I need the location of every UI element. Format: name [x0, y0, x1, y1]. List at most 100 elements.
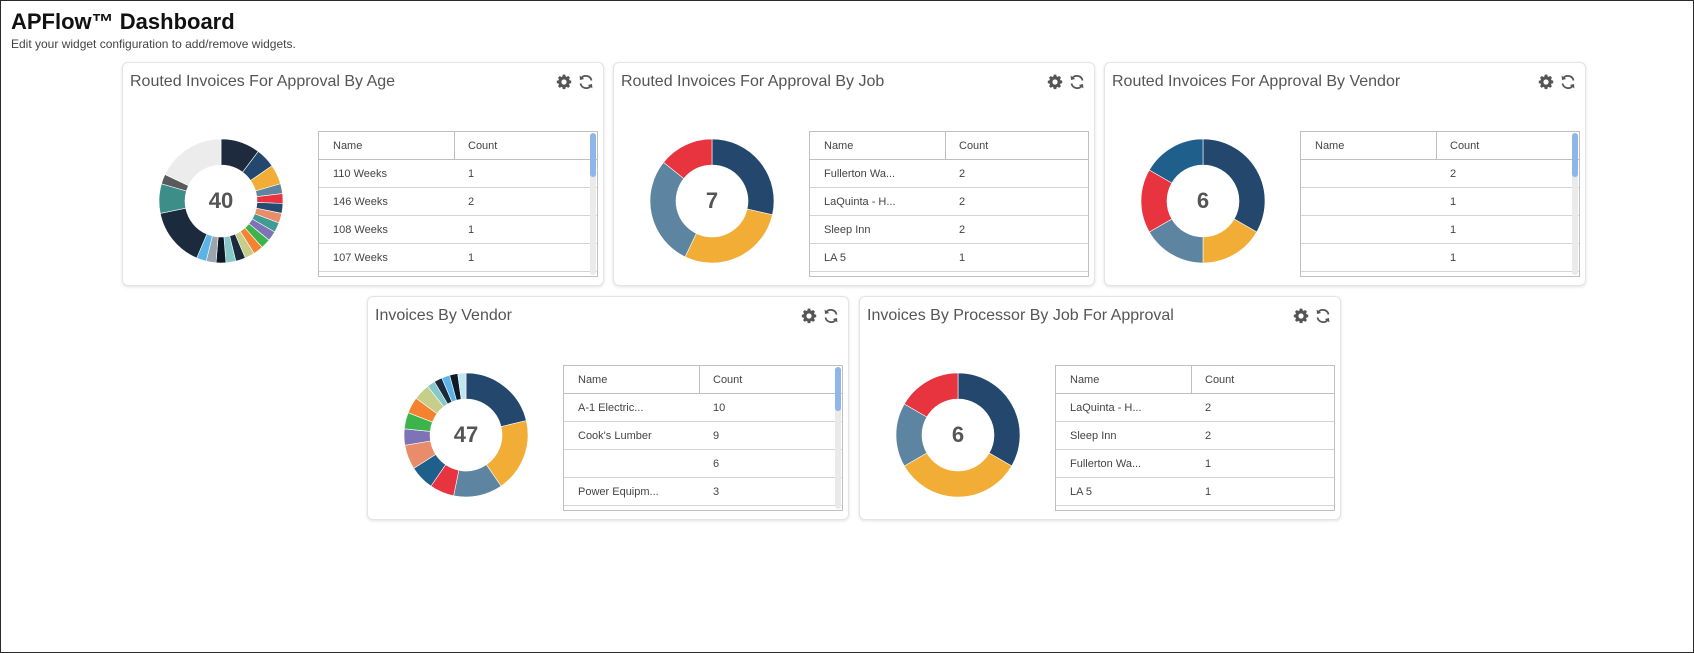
row-count: 2 — [959, 195, 966, 208]
table-row[interactable]: 2 — [1301, 160, 1579, 188]
donut-slice[interactable] — [649, 161, 697, 258]
gear-icon[interactable] — [1292, 307, 1310, 325]
table-row[interactable]: 146 Weeks 2 — [319, 188, 597, 216]
table-row[interactable]: LA 5 1 — [810, 244, 1088, 272]
grid-header: Name Count — [564, 366, 842, 394]
donut-slice[interactable] — [457, 372, 467, 400]
row-name: 146 Weeks — [333, 195, 388, 208]
donut-svg — [403, 372, 529, 498]
table-row[interactable]: 1 — [1301, 216, 1579, 244]
row-name: LaQuinta - H... — [1070, 401, 1142, 414]
table-row[interactable]: Fullerton Wa... 1 — [1056, 450, 1334, 478]
column-header-count[interactable]: Count — [959, 139, 989, 152]
table-row[interactable]: LaQuinta - H... 2 — [1056, 394, 1334, 422]
widget-title: Routed Invoices For Approval By Job — [621, 73, 885, 90]
donut-slice[interactable] — [1202, 138, 1266, 233]
row-count: 6 — [713, 457, 720, 470]
table-row[interactable]: Power Equipm... 3 — [564, 478, 842, 506]
column-header-count[interactable]: Count — [713, 373, 743, 386]
table-row[interactable]: 1 — [1301, 244, 1579, 272]
table-row[interactable]: LA 5 1 — [1056, 478, 1334, 506]
row-count: 10 — [713, 401, 726, 414]
row-count: 2 — [468, 195, 475, 208]
gear-icon[interactable] — [800, 307, 818, 325]
widget-title: Invoices By Processor By Job For Approva… — [867, 307, 1174, 324]
grid-scrollbar[interactable] — [835, 367, 841, 509]
dashboard-widget: Routed Invoices For Approval By Age 40 Nam… — [122, 62, 604, 286]
data-grid: Name Count 110 Weeks 1 146 Weeks 2 108 Weeks 1 1… — [318, 131, 598, 277]
refresh-icon[interactable] — [1068, 73, 1086, 91]
row-name: 108 Weeks — [333, 223, 388, 236]
donut-slice[interactable] — [159, 207, 208, 259]
widget-toolbar — [1292, 307, 1332, 325]
row-name: Fullerton Wa... — [1070, 457, 1142, 470]
row-name: LA 5 — [1070, 485, 1093, 498]
grid-header: Name Count — [1301, 132, 1579, 160]
row-count: 1 — [468, 251, 475, 264]
donut-slice[interactable] — [903, 452, 1013, 498]
column-header-count[interactable]: Count — [1205, 373, 1235, 386]
table-row[interactable]: Sleep Inn 2 — [810, 216, 1088, 244]
table-row[interactable]: 107 Weeks 1 — [319, 244, 597, 272]
donut-slice[interactable] — [1148, 138, 1204, 184]
row-count: 2 — [1450, 167, 1457, 180]
refresh-icon[interactable] — [577, 73, 595, 91]
column-header-name[interactable]: Name — [1301, 132, 1437, 159]
widget-title: Routed Invoices For Approval By Vendor — [1112, 73, 1401, 90]
widget-title: Routed Invoices For Approval By Age — [130, 73, 396, 90]
column-header-name[interactable]: Name — [564, 366, 700, 393]
dashboard-widget: Routed Invoices For Approval By Vendor 6 N… — [1104, 62, 1586, 286]
table-row[interactable]: 1 — [1301, 188, 1579, 216]
row-count: 1 — [1205, 457, 1212, 470]
refresh-icon[interactable] — [1559, 73, 1577, 91]
table-row[interactable]: 108 Weeks 1 — [319, 216, 597, 244]
gear-icon[interactable] — [1537, 73, 1555, 91]
row-count: 1 — [468, 167, 475, 180]
table-row[interactable]: Fullerton Wa... 2 — [810, 160, 1088, 188]
donut-svg — [895, 372, 1021, 498]
table-row[interactable]: LaQuinta - H... 2 — [810, 188, 1088, 216]
row-name — [1301, 188, 1437, 215]
gear-icon[interactable] — [1046, 73, 1064, 91]
data-grid: Name Count Fullerton Wa... 2 LaQuinta - H...… — [809, 131, 1089, 277]
table-row[interactable]: 6 — [564, 450, 842, 478]
row-count: 2 — [959, 223, 966, 236]
table-row[interactable]: Cook's Lumber 9 — [564, 422, 842, 450]
widget-toolbar — [1046, 73, 1086, 91]
donut-slice[interactable] — [711, 138, 775, 216]
gear-icon[interactable] — [555, 73, 573, 91]
row-count: 9 — [713, 429, 720, 442]
column-header-count[interactable]: Count — [468, 139, 498, 152]
column-header-name[interactable]: Name — [810, 132, 946, 159]
donut-slice[interactable] — [164, 138, 222, 186]
grid-scrollbar[interactable] — [590, 133, 596, 275]
row-name: Cook's Lumber — [578, 429, 652, 442]
donut-slice[interactable] — [465, 372, 527, 428]
row-name: LA 5 — [824, 251, 847, 264]
donut-slice[interactable] — [903, 372, 959, 418]
page-subtitle: Edit your widget configuration to add/re… — [11, 37, 296, 51]
column-header-name[interactable]: Name — [319, 132, 455, 159]
donut-chart: 7 — [648, 137, 776, 265]
donut-slice[interactable] — [663, 138, 713, 179]
refresh-icon[interactable] — [822, 307, 840, 325]
grid-scrollbar[interactable] — [1572, 133, 1578, 275]
donut-chart: 6 — [1139, 137, 1267, 265]
row-count: 1 — [1205, 485, 1212, 498]
donut-svg — [649, 138, 775, 264]
scrollbar-thumb[interactable] — [1572, 133, 1578, 177]
column-header-count[interactable]: Count — [1450, 139, 1480, 152]
row-name: 110 Weeks — [333, 167, 388, 180]
refresh-icon[interactable] — [1314, 307, 1332, 325]
row-name: Sleep Inn — [824, 223, 871, 236]
donut-slice[interactable] — [684, 208, 773, 264]
table-row[interactable]: 110 Weeks 1 — [319, 160, 597, 188]
scrollbar-thumb[interactable] — [835, 367, 841, 411]
row-name: Sleep Inn — [1070, 429, 1117, 442]
column-header-name[interactable]: Name — [1056, 366, 1192, 393]
donut-slice[interactable] — [957, 372, 1021, 467]
row-count: 1 — [1450, 251, 1457, 264]
table-row[interactable]: Sleep Inn 2 — [1056, 422, 1334, 450]
scrollbar-thumb[interactable] — [590, 133, 596, 177]
table-row[interactable]: A-1 Electric... 10 — [564, 394, 842, 422]
